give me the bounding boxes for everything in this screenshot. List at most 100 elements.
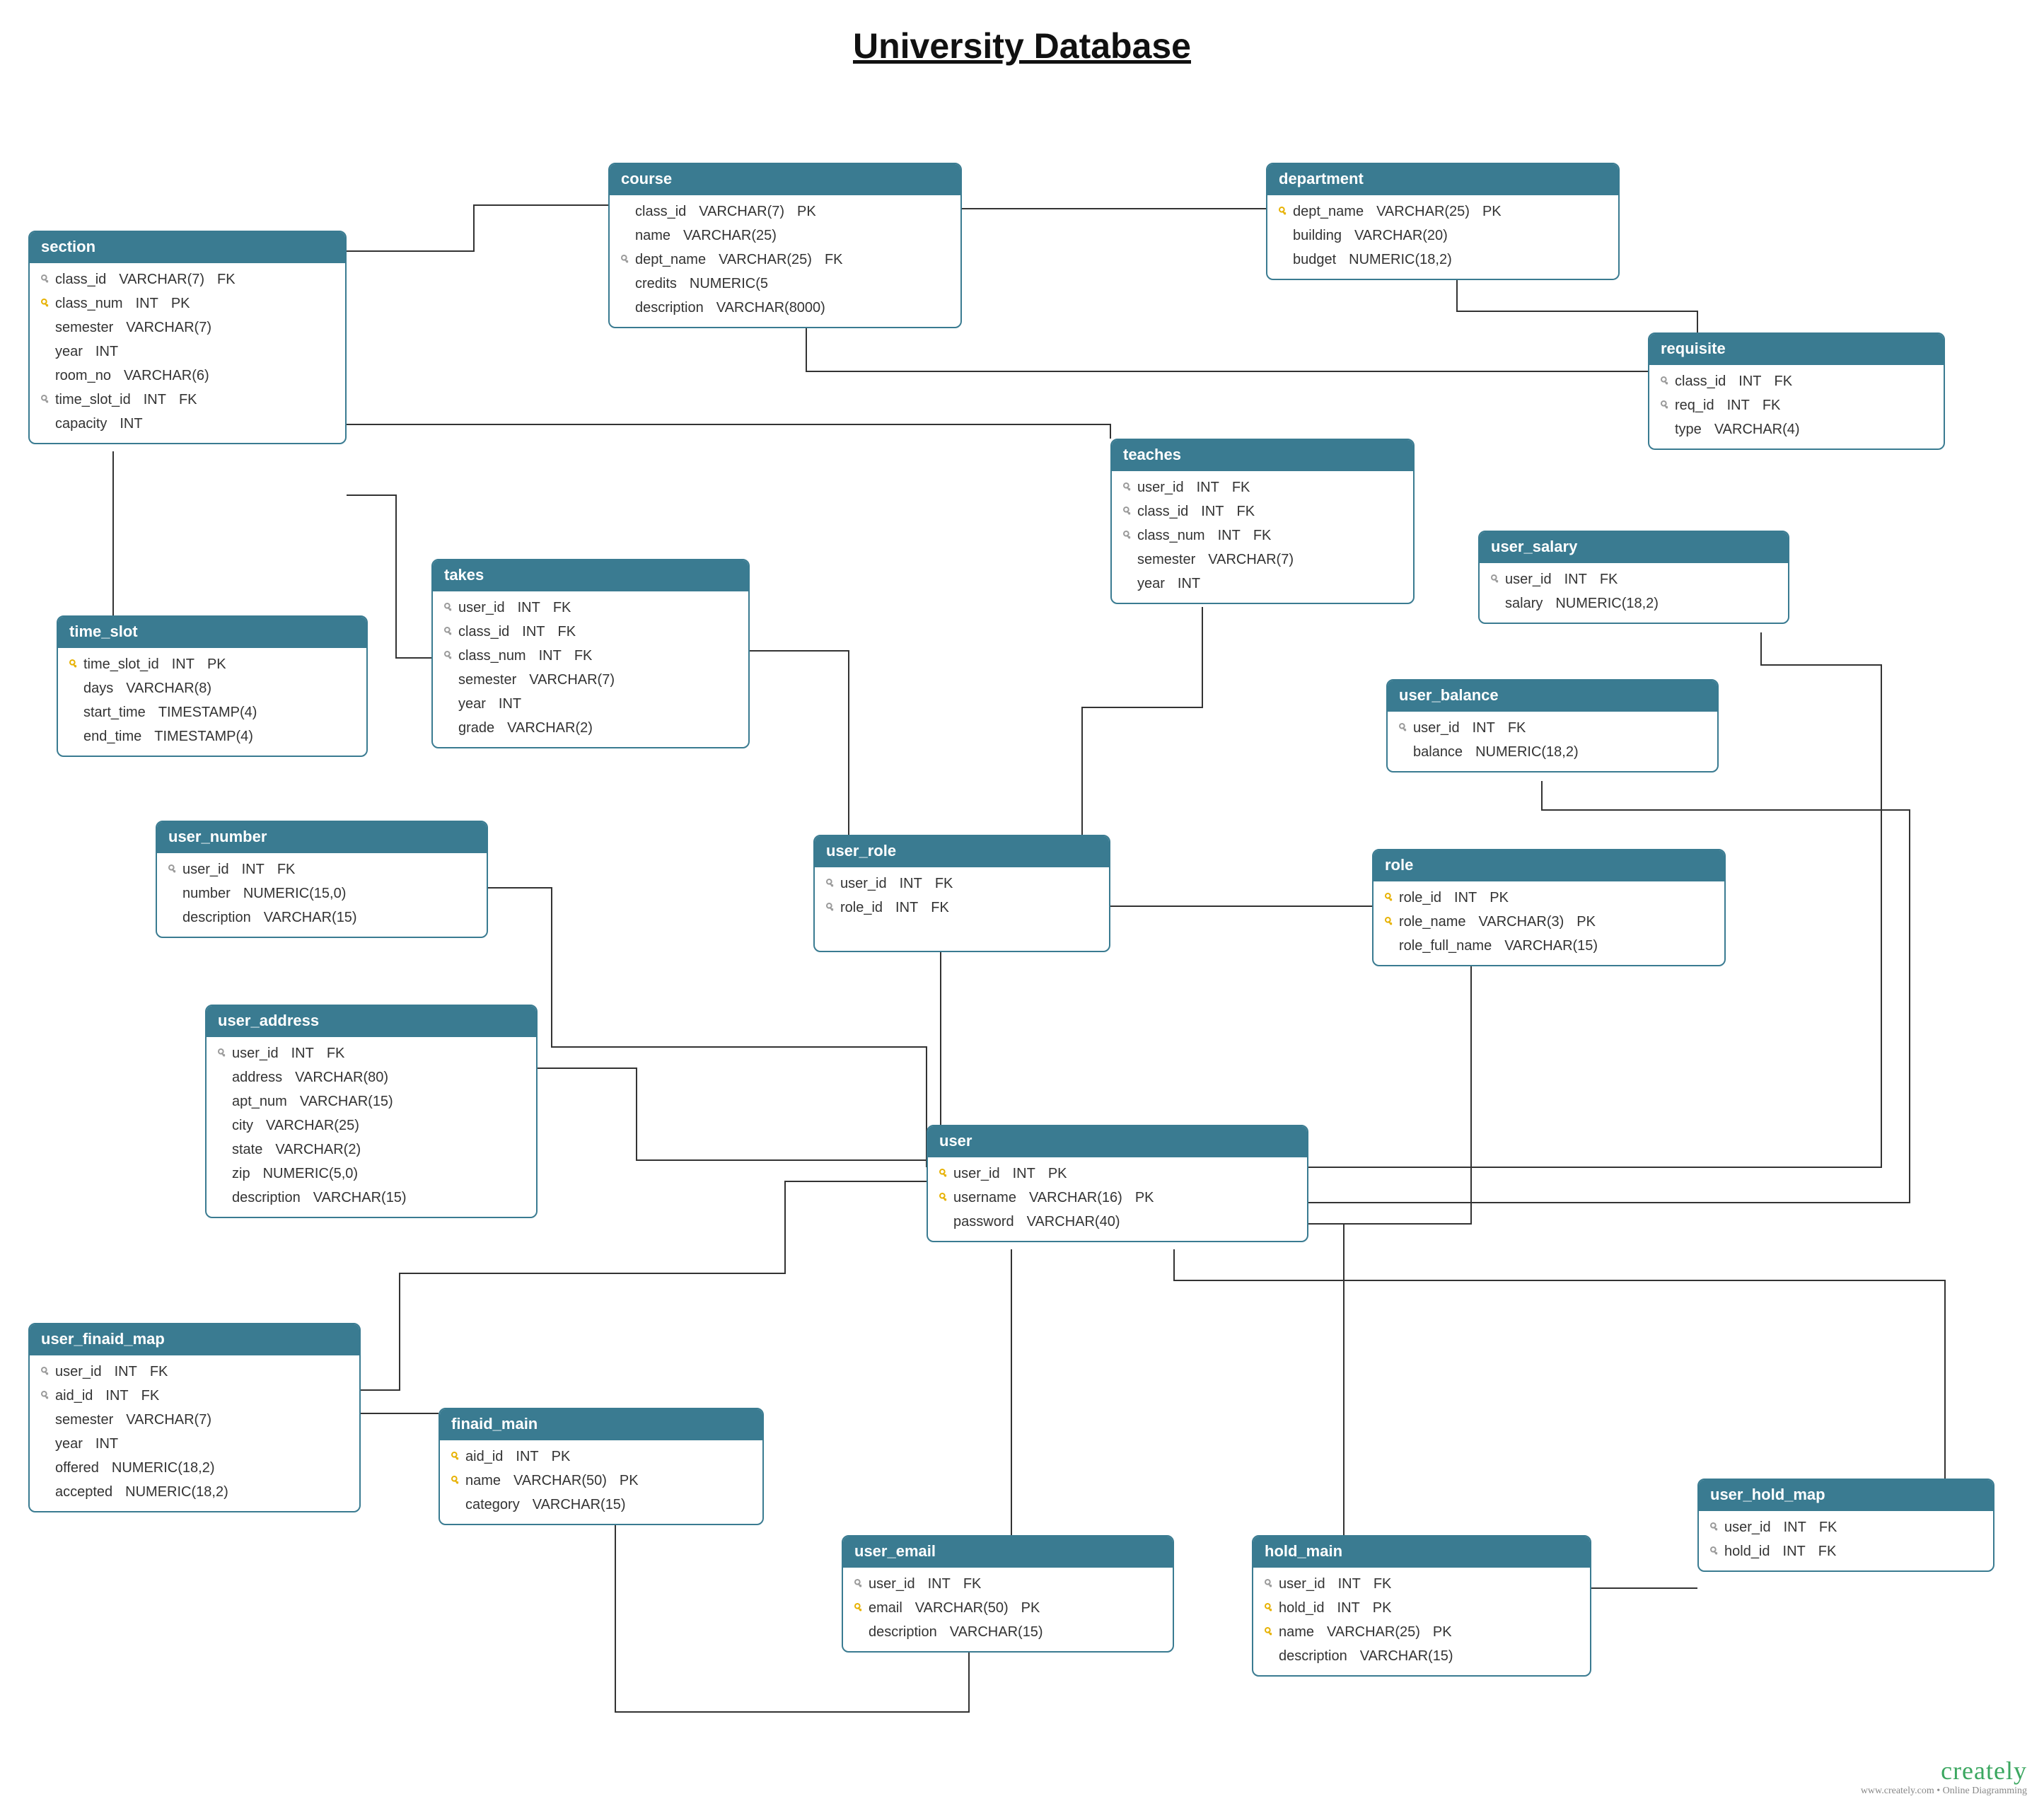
table-row: nameVARCHAR(50)PK <box>447 1469 755 1493</box>
column-name: description <box>635 300 716 316</box>
foreign-key-icon <box>617 254 635 265</box>
column-name: description <box>182 910 264 926</box>
column-name: name <box>465 1473 513 1489</box>
relationship-edge <box>1308 781 1910 1203</box>
column-name: email <box>869 1600 915 1616</box>
column-type: VARCHAR(25) <box>719 252 825 268</box>
column-type: INT <box>522 624 557 640</box>
column-type: INT <box>1727 398 1763 414</box>
table-row: role_idINTPK <box>1381 886 1717 910</box>
column-type: VARCHAR(6) <box>124 368 222 384</box>
column-type: INT <box>172 656 207 673</box>
foreign-key-icon <box>1487 574 1505 585</box>
relationship-edge <box>1308 1224 1344 1535</box>
foreign-key-icon <box>1706 1546 1724 1557</box>
table-row: user_idINTFK <box>440 596 741 620</box>
entity-body: user_idINTFKclass_idINTFKclass_numINTFKs… <box>433 591 748 747</box>
table-row: descriptionVARCHAR(15) <box>214 1186 529 1210</box>
primary-key-icon <box>1381 892 1399 903</box>
column-kind: FK <box>1508 720 1526 736</box>
column-type: TIMESTAMP(4) <box>154 729 266 745</box>
column-name: user_id <box>55 1364 115 1380</box>
column-type: VARCHAR(25) <box>1376 204 1482 220</box>
table-row: yearINT <box>440 692 741 716</box>
column-kind: PK <box>1490 890 1509 906</box>
column-name: budget <box>1293 252 1349 268</box>
table-row: user_idINTFK <box>850 1572 1166 1596</box>
column-type: INT <box>291 1046 327 1062</box>
entity-body: user_idINTFKaddressVARCHAR(80)apt_numVAR… <box>207 1037 536 1217</box>
column-type: VARCHAR(25) <box>266 1118 372 1134</box>
entity-header: user_email <box>843 1537 1173 1568</box>
column-type: VARCHAR(25) <box>683 228 789 244</box>
column-kind: FK <box>217 272 236 288</box>
column-name: password <box>953 1214 1027 1230</box>
column-type: VARCHAR(80) <box>295 1070 401 1086</box>
entity-user_role: user_roleuser_idINTFKrole_idINTFK <box>813 835 1110 952</box>
column-name: role_name <box>1399 914 1479 930</box>
table-row: user_idINTFK <box>1487 567 1781 591</box>
column-kind: FK <box>825 252 843 268</box>
column-kind: FK <box>574 648 593 664</box>
table-row <box>822 920 1102 944</box>
foreign-key-icon <box>37 1366 55 1377</box>
column-name: end_time <box>83 729 154 745</box>
entity-user: useruser_idINTPKusernameVARCHAR(16)PKpas… <box>927 1125 1308 1242</box>
column-name: name <box>635 228 683 244</box>
entity-header: role <box>1374 850 1724 881</box>
column-type: VARCHAR(15) <box>533 1497 639 1513</box>
column-kind: FK <box>963 1576 982 1592</box>
entity-header: teaches <box>1112 440 1413 471</box>
table-row: acceptedNUMERIC(18,2) <box>37 1480 352 1504</box>
entity-user_balance: user_balanceuser_idINTFKbalanceNUMERIC(1… <box>1386 679 1719 773</box>
table-row: user_idINTPK <box>935 1162 1300 1186</box>
column-type: INT <box>1218 528 1253 544</box>
entity-header: hold_main <box>1253 1537 1590 1568</box>
foreign-key-icon <box>440 650 458 661</box>
foreign-key-icon <box>822 902 840 913</box>
column-name: year <box>458 696 499 712</box>
column-name: user_id <box>840 876 900 892</box>
column-type: INT <box>1783 1544 1818 1560</box>
column-name: accepted <box>55 1484 125 1500</box>
column-type: TIMESTAMP(4) <box>158 705 270 721</box>
watermark-sub: www.creately.com • Online Diagramming <box>1861 1786 2027 1797</box>
entity-user_email: user_email user_idINTFKemailVARCHAR(50)PK… <box>842 1535 1174 1653</box>
column-kind: FK <box>141 1388 160 1404</box>
table-row: emailVARCHAR(50)PK <box>850 1596 1166 1620</box>
column-kind: FK <box>277 862 296 878</box>
watermark: creately www.creately.com • Online Diagr… <box>1861 1756 2027 1797</box>
entity-user_address: user_addressuser_idINTFKaddressVARCHAR(8… <box>205 1005 538 1218</box>
entity-body: class_idINTFKreq_idINTFKtypeVARCHAR(4) <box>1649 365 1944 449</box>
table-row: addressVARCHAR(80) <box>214 1065 529 1089</box>
column-type: INT <box>242 862 277 878</box>
column-name: class_num <box>1137 528 1218 544</box>
entity-body: user_idINTFKclass_idINTFKclass_numINTFKs… <box>1112 471 1413 603</box>
table-row: class_numINTPK <box>37 291 338 316</box>
primary-key-icon <box>1274 206 1293 217</box>
column-type: VARCHAR(2) <box>275 1142 373 1158</box>
column-name: user_id <box>1137 480 1197 496</box>
table-row: descriptionVARCHAR(15) <box>164 906 480 930</box>
foreign-key-icon <box>1656 400 1675 411</box>
table-row: cityVARCHAR(25) <box>214 1113 529 1138</box>
table-row: time_slot_idINTPK <box>65 652 359 676</box>
table-row: categoryVARCHAR(15) <box>447 1493 755 1517</box>
column-name: capacity <box>55 416 120 432</box>
foreign-key-icon <box>1656 376 1675 387</box>
table-row: role_nameVARCHAR(3)PK <box>1381 910 1717 934</box>
column-name: username <box>953 1190 1029 1206</box>
table-row: capacityINT <box>37 412 338 436</box>
entity-requisite: requisiteclass_idINTFKreq_idINTFKtypeVAR… <box>1648 332 1945 450</box>
column-name: apt_num <box>232 1094 300 1110</box>
table-row: time_slot_idINTFK <box>37 388 338 412</box>
column-name: semester <box>1137 552 1208 568</box>
column-name: user_id <box>1279 1576 1338 1592</box>
column-name: user_id <box>232 1046 291 1062</box>
column-name: year <box>55 1436 95 1452</box>
column-type: INT <box>115 1364 150 1380</box>
primary-key-icon <box>935 1168 953 1179</box>
table-row: offeredNUMERIC(18,2) <box>37 1456 352 1480</box>
column-kind: FK <box>179 392 197 408</box>
column-type: INT <box>900 876 935 892</box>
